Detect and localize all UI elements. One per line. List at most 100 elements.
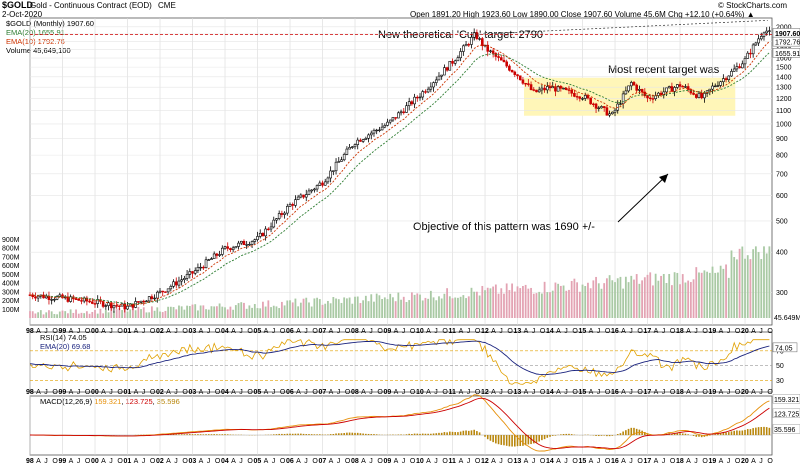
candle-body — [220, 247, 224, 255]
candle-body — [524, 83, 527, 85]
candle-body — [399, 111, 403, 114]
volume-bar — [730, 250, 733, 318]
rsi-x-label: J — [564, 389, 568, 396]
candle-body — [732, 68, 736, 72]
rsi-x-label: A — [426, 389, 431, 396]
candle-body — [505, 61, 508, 67]
macd-hist-bar — [500, 435, 503, 445]
rsi-x-label: 20 — [741, 389, 749, 396]
macd-x-label: 10 — [416, 458, 424, 465]
rsi-x-label: 19 — [709, 389, 717, 396]
volume-bar — [763, 246, 765, 318]
rsi-x-label: 00 — [91, 389, 99, 396]
volume-bar — [34, 313, 37, 318]
price-tick-label: 1500 — [776, 65, 792, 72]
macd-x-label: 03 — [189, 458, 197, 465]
macd-hist-bar — [300, 433, 302, 436]
annotation-objective: Objective of this pattern was 1690 +/- — [413, 221, 595, 233]
candle-body — [147, 296, 151, 302]
price-x-label: A — [199, 328, 204, 335]
rsi-x-label: O — [85, 389, 91, 396]
rsi-x-label: 11 — [449, 389, 457, 396]
volume-bar — [205, 309, 207, 318]
candle-body — [313, 188, 316, 191]
volume-bar — [248, 305, 251, 318]
macd-hist-bar — [170, 434, 172, 436]
macd-x-label: J — [694, 458, 698, 465]
candle-body — [735, 66, 739, 70]
volume-bar — [565, 290, 568, 318]
ema10-badge-text: 1792.76 — [775, 40, 800, 47]
candle-body — [751, 44, 755, 55]
macd-x-label: J — [759, 458, 763, 465]
rsi-x-label: 07 — [319, 389, 327, 396]
macd-panel-frame — [29, 395, 773, 456]
annotation-cup-target: New theoretical 'Cup' target: 2790 — [378, 29, 544, 41]
macd-x-label: J — [369, 458, 373, 465]
macd-x-label: 16 — [611, 458, 619, 465]
candle-body — [342, 154, 346, 161]
candle-body — [183, 278, 186, 280]
cup-target-line — [475, 19, 768, 35]
macd-x-label: J — [77, 458, 81, 465]
price-x-label: J — [272, 328, 276, 335]
legend-price: $GOLD (Monthly) 1907.60 — [6, 19, 94, 28]
rsi-x-label: A — [751, 389, 756, 396]
rsi-x-label: A — [654, 389, 659, 396]
volume-bar — [700, 272, 703, 318]
volume-bar — [703, 270, 706, 318]
volume-bar — [145, 312, 148, 318]
candle-body — [166, 288, 170, 293]
candle-body — [467, 44, 471, 46]
candle-body — [380, 126, 384, 131]
macd-hist-bar — [714, 434, 717, 436]
macd-x-label: 18 — [676, 458, 684, 465]
rsi-x-label: O — [767, 389, 773, 396]
candle-body — [703, 93, 706, 99]
candle-body — [237, 242, 240, 247]
volume-bar — [535, 293, 538, 318]
volume-bar — [570, 280, 573, 318]
volume-bar — [508, 290, 511, 318]
macd-hist-bar — [218, 434, 221, 436]
volume-bar — [708, 272, 711, 318]
volume-bar — [522, 286, 524, 318]
price-x-label: 11 — [449, 328, 457, 335]
candle-body — [619, 103, 622, 105]
macd-hist-bar — [551, 435, 554, 436]
macd-x-label: J — [662, 458, 666, 465]
price-x-label: 15 — [579, 328, 587, 335]
macd-x-label: J — [142, 458, 146, 465]
rsi-x-label: 12 — [481, 389, 489, 396]
candle-body — [681, 86, 685, 88]
macd-hist-bar — [272, 434, 275, 436]
price-x-label: O — [182, 328, 188, 335]
price-x-label: A — [719, 328, 724, 335]
macd-x-label: O — [117, 458, 123, 465]
rsi-x-label: J — [694, 389, 698, 396]
macd-x-label: 17 — [644, 458, 652, 465]
candle-body — [164, 291, 167, 293]
close-badge-text: 1907.60 — [775, 31, 800, 38]
candle-body — [169, 286, 173, 290]
legend-ema20: EMA(20) 1655.91 — [6, 28, 65, 37]
volume-bar — [232, 309, 235, 318]
price-x-label: J — [402, 328, 406, 335]
volume-bar — [270, 307, 272, 318]
macd-hist-bar — [503, 435, 505, 446]
rsi-tick-label: 30 — [776, 378, 784, 385]
candle-body — [592, 103, 595, 106]
price-x-label: J — [629, 328, 633, 335]
price-x-label: A — [329, 328, 334, 335]
price-x-label: J — [369, 328, 373, 335]
price-x-label: A — [69, 328, 74, 335]
price-x-label: 04 — [221, 328, 229, 335]
volume-bar — [96, 313, 99, 318]
macd-value: 159.321 — [94, 397, 122, 406]
volume-bar — [457, 297, 459, 318]
price-x-label: O — [52, 328, 58, 335]
candle-body — [120, 303, 124, 307]
macd-x-label: A — [621, 458, 626, 465]
macd-hist-bar — [297, 433, 299, 436]
macd-hist-bar — [570, 434, 573, 436]
